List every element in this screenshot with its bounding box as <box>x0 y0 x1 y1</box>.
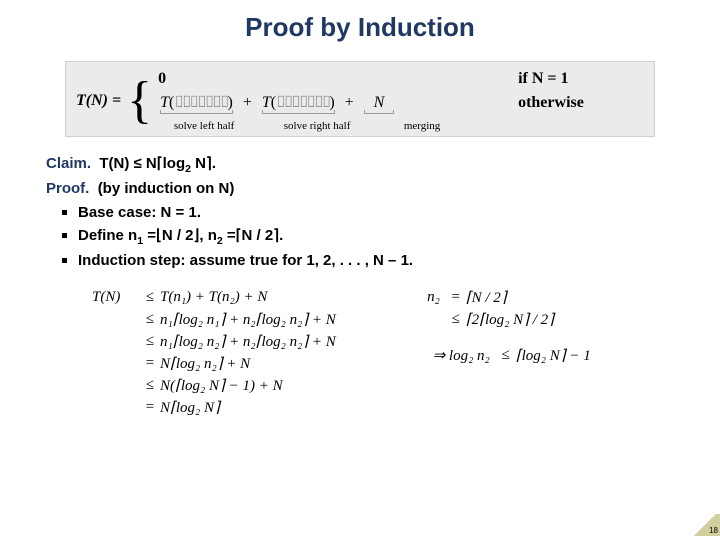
case2-cond: otherwise <box>518 94 584 112</box>
derivation-left: T(N)≤T(n₁) + T(n₂) + N ≤n₁⌈log₂ n₁⌉ + n₂… <box>92 286 336 418</box>
brace-icon: { <box>127 75 152 127</box>
list-item: Define n1 =N / 2, n2 =N / 2. <box>62 225 680 250</box>
recurrence-box: T(N) = { 0 if N = 1 T(⌷⌷⌷⌷⌷⌷⌷) + T(⌷⌷⌷⌷⌷… <box>65 61 655 137</box>
derivation: T(N)≤T(n₁) + T(n₂) + N ≤n₁⌈log₂ n₁⌉ + n₂… <box>40 286 680 418</box>
slide: Proof by Induction T(N) = { 0 if N = 1 T… <box>0 0 720 540</box>
page-title: Proof by Induction <box>40 12 680 43</box>
page-number-corner: 18 <box>692 514 720 536</box>
case1-cond: if N = 1 <box>518 70 568 88</box>
list-item: Induction step: assume true for 1, 2, . … <box>62 250 680 273</box>
proof-line: Proof. (by induction on N) <box>46 178 680 201</box>
case2-body: T(⌷⌷⌷⌷⌷⌷⌷) + T(⌷⌷⌷⌷⌷⌷⌷) + N <box>158 94 498 112</box>
list-item: Base case: N = 1. <box>62 202 680 225</box>
case1-body: 0 <box>158 70 166 87</box>
annotation-row: solve left half solve right half merging <box>158 120 584 132</box>
recurrence-lhs: T(N) = <box>76 92 121 110</box>
claim-line: Claim. T(N) ≤ Nlog2 N. <box>46 153 680 178</box>
derivation-right: n₂=⌈N / 2⌉ ≤⌈2⌈log₂ N⌉ / 2⌉ ⇒ log₂ n₂≤⌈l… <box>386 286 591 418</box>
bullet-list: Base case: N = 1. Define n1 =N / 2, n2 =… <box>62 202 680 272</box>
